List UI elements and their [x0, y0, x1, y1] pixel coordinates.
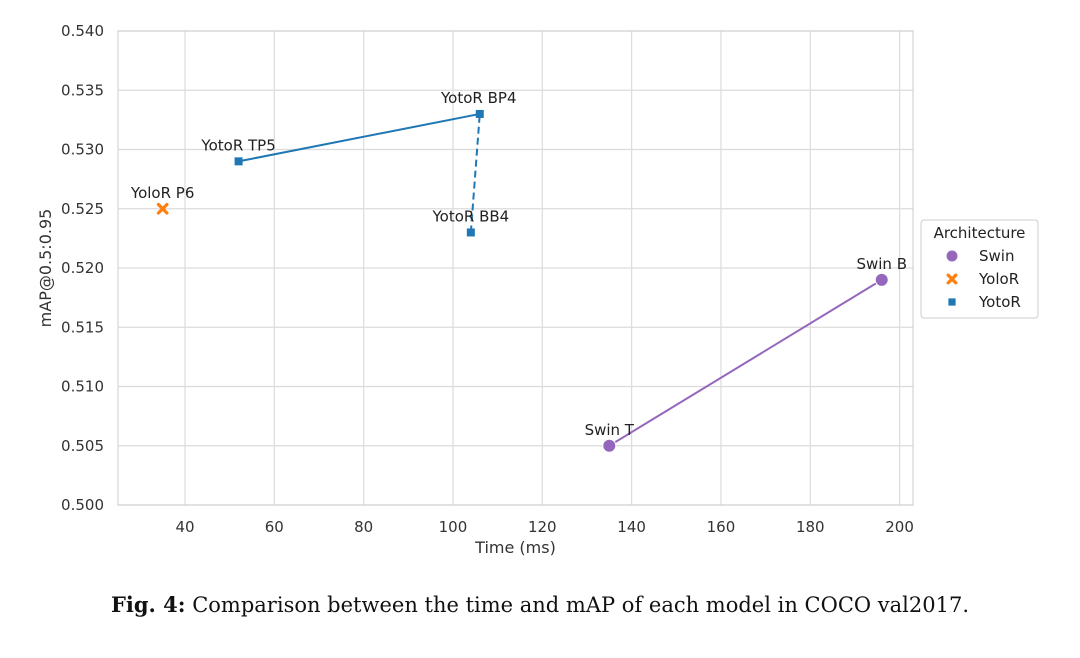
legend-box: [920, 219, 1039, 319]
x-tick-labels: 40 60 80 100 120 140 160 180 200: [175, 518, 913, 536]
y-tick-label: 0.535: [61, 81, 104, 99]
point-label: Swin B: [856, 255, 907, 273]
y-tick-label: 0.525: [61, 200, 104, 218]
marker-square: [466, 228, 475, 237]
y-tick-label: 0.520: [61, 259, 104, 277]
plot-area: [117, 30, 914, 506]
point-label: YotoR TP5: [200, 136, 275, 154]
point-label: YoloR P6: [130, 184, 194, 202]
series-line: [608, 278, 883, 447]
figure-caption: Fig. 4: Comparison between the time and …: [0, 592, 1080, 617]
data-points: [156, 109, 889, 453]
x-tick-label: 200: [885, 518, 914, 536]
point-label: YotoR BB4: [431, 207, 509, 225]
series-lines: [238, 112, 883, 447]
chart: 40 60 80 100 120 140 160 180 200 0.500 0.505 0.510…: [36, 22, 1039, 557]
y-tick-label: 0.500: [61, 496, 104, 514]
x-tick-label: 60: [265, 518, 284, 536]
x-tick-label: 120: [528, 518, 557, 536]
y-tick-labels: 0.500 0.505 0.510 0.515 0.520 0.525 0.530 0.535…: [61, 22, 104, 514]
marker-circle: [874, 272, 889, 287]
marker-circle: [945, 249, 959, 263]
y-tick-label: 0.510: [61, 378, 104, 396]
marker-square: [948, 298, 956, 306]
series-line: [238, 112, 480, 163]
series-line: [469, 113, 481, 233]
x-tick-label: 140: [617, 518, 646, 536]
marker-circle: [602, 438, 617, 453]
legend-entry-label: YotoR: [978, 293, 1021, 311]
x-tick-label: 100: [439, 518, 468, 536]
caption-prefix: Fig. 4:: [110, 592, 186, 617]
legend-entry-label: Swin: [979, 247, 1014, 265]
y-tick-label: 0.505: [61, 437, 104, 455]
y-axis-label: mAP@0.5:0.95: [36, 209, 55, 328]
x-axis-label: Time (ms): [474, 538, 556, 557]
marker-square: [475, 109, 484, 118]
y-tick-label: 0.540: [61, 22, 104, 40]
x-tick-label: 40: [175, 518, 194, 536]
legend-entry-label: YoloR: [978, 270, 1019, 288]
point-label: Swin T: [585, 421, 635, 439]
marker-x: [946, 273, 958, 285]
x-tick-label: 180: [796, 518, 825, 536]
legend-title: Architecture: [934, 224, 1026, 242]
point-labels: Swin T Swin B YoloR P6 YotoR TP5 YotoR BP4 Yo…: [130, 89, 907, 439]
marker-square: [234, 157, 243, 166]
marker-x: [156, 202, 169, 215]
caption-text: Comparison between the time and mAP of e…: [185, 593, 970, 617]
y-tick-label: 0.530: [61, 141, 104, 159]
x-tick-label: 80: [354, 518, 373, 536]
x-tick-label: 160: [707, 518, 736, 536]
y-tick-label: 0.515: [61, 318, 104, 336]
legend: Architecture Swin YoloR YotoR: [920, 219, 1039, 319]
point-label: YotoR BP4: [440, 89, 516, 107]
